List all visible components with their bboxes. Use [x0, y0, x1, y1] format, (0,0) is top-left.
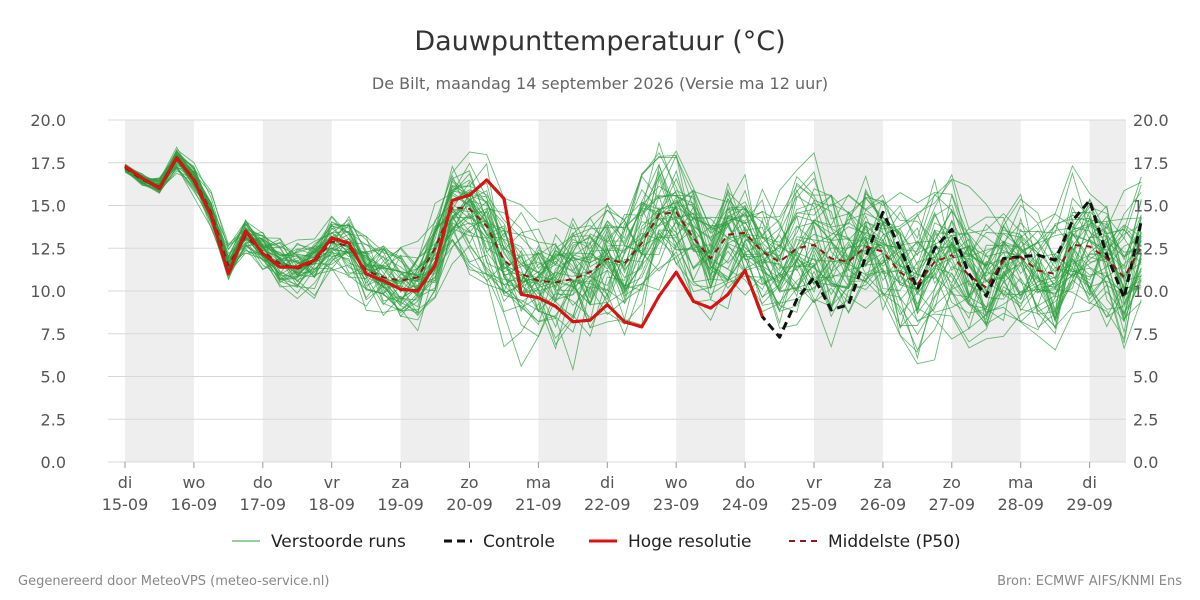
hires-line [124, 156, 764, 329]
x-tick-date: 22-09 [584, 495, 631, 514]
legend-label-control: Controle [483, 532, 555, 552]
ensemble-member-line [124, 166, 1142, 320]
x-tick-day: ma [1008, 473, 1033, 492]
x-tick-date: 29-09 [1066, 495, 1113, 514]
y-tick-label-left: 15.0 [30, 197, 66, 216]
y-tick-label-left: 10.0 [30, 282, 66, 301]
ensemble-member-line [124, 166, 1142, 350]
x-tick-date: 21-09 [515, 495, 562, 514]
x-tick-date: 23-09 [653, 495, 700, 514]
x-tick-day: zo [943, 473, 961, 492]
y-tick-label-left: 5.0 [41, 368, 66, 387]
x-tick-day: wo [182, 473, 205, 492]
ensemble-member-line [124, 167, 1142, 349]
x-tick-date: 16-09 [171, 495, 218, 514]
x-tick-date: 25-09 [791, 495, 838, 514]
y-tick-label-left: 17.5 [30, 154, 66, 173]
x-tick-day: za [391, 473, 409, 492]
x-tick-day: ma [526, 473, 551, 492]
ensemble-member-line [124, 158, 1142, 340]
y-tick-label-right: 0.0 [1133, 453, 1158, 472]
ensemble-member-line [124, 158, 1142, 330]
legend: Verstoorde runs Controle Hoge resolutie … [232, 532, 961, 552]
x-tick-day: di [118, 473, 133, 492]
y-tick-label-left: 12.5 [30, 239, 66, 258]
y-tick-label-right: 20.0 [1133, 111, 1169, 130]
y-axis-right: 0.0 2.5 5.0 7.5 10.0 12.5 15.0 17.5 20.0 [1133, 111, 1169, 472]
y-tick-label-left: 7.5 [41, 325, 66, 344]
ensemble-member-line [124, 165, 1142, 331]
chart-title: Dauwpunttemperatuur (°C) [414, 26, 785, 57]
x-tick-date: 15-09 [102, 495, 149, 514]
x-axis: di 15-09 wo 16-09 do 17-09 vr 18-09 za 19-09 zo 20-… [102, 462, 1113, 514]
x-tick-day: vr [324, 473, 340, 492]
ensemble-member-line [124, 152, 1142, 351]
ensemble-lines [124, 141, 1142, 372]
x-tick-date: 19-09 [377, 495, 424, 514]
y-tick-label-right: 7.5 [1133, 325, 1158, 344]
x-tick-day: di [600, 473, 615, 492]
y-tick-label-right: 17.5 [1133, 154, 1169, 173]
y-tick-label-right: 5.0 [1133, 368, 1158, 387]
x-tick-date: 24-09 [722, 495, 769, 514]
x-tick-day: zo [460, 473, 478, 492]
ensemble-member-line [124, 158, 1142, 340]
ensemble-member-line [124, 141, 1142, 311]
x-tick-day: do [735, 473, 755, 492]
x-tick-date: 17-09 [240, 495, 287, 514]
main-series-lines [124, 156, 1143, 339]
y-tick-label-right: 15.0 [1133, 197, 1169, 216]
ensemble-member-line [124, 152, 1142, 305]
footer-source: Bron: ECMWF AIFS/KNMI Ens [997, 574, 1182, 589]
median-line [124, 158, 1143, 289]
legend-label-hires: Hoge resolutie [628, 532, 752, 552]
y-tick-label-right: 2.5 [1133, 410, 1158, 429]
ensemble-member-line [124, 154, 1142, 325]
x-tick-date: 20-09 [446, 495, 493, 514]
y-tick-label-left: 20.0 [30, 111, 66, 130]
footer-generated-by: Gegenereerd door MeteoVPS (meteo-service… [18, 574, 329, 589]
ensemble-member-line [124, 154, 1142, 316]
x-tick-date: 18-09 [308, 495, 355, 514]
y-tick-label-left: 0.0 [41, 453, 66, 472]
x-tick-day: di [1082, 473, 1097, 492]
y-tick-label-right: 12.5 [1133, 239, 1169, 258]
y-tick-label-left: 2.5 [41, 410, 66, 429]
x-tick-day: do [253, 473, 273, 492]
chart-subtitle: De Bilt, maandag 14 september 2026 (Vers… [372, 74, 828, 93]
x-tick-day: vr [806, 473, 822, 492]
x-tick-day: wo [665, 473, 688, 492]
legend-label-median: Middelste (P50) [828, 532, 961, 552]
y-tick-label-right: 10.0 [1133, 282, 1169, 301]
legend-label-perturbed: Verstoorde runs [271, 532, 406, 552]
x-tick-date: 26-09 [860, 495, 907, 514]
y-axis-left: 0.0 2.5 5.0 7.5 10.0 12.5 15.0 17.5 20.0 [30, 111, 66, 472]
x-tick-date: 27-09 [929, 495, 976, 514]
x-tick-date: 28-09 [997, 495, 1044, 514]
x-tick-day: za [874, 473, 892, 492]
ensemble-member-line [124, 162, 1142, 319]
